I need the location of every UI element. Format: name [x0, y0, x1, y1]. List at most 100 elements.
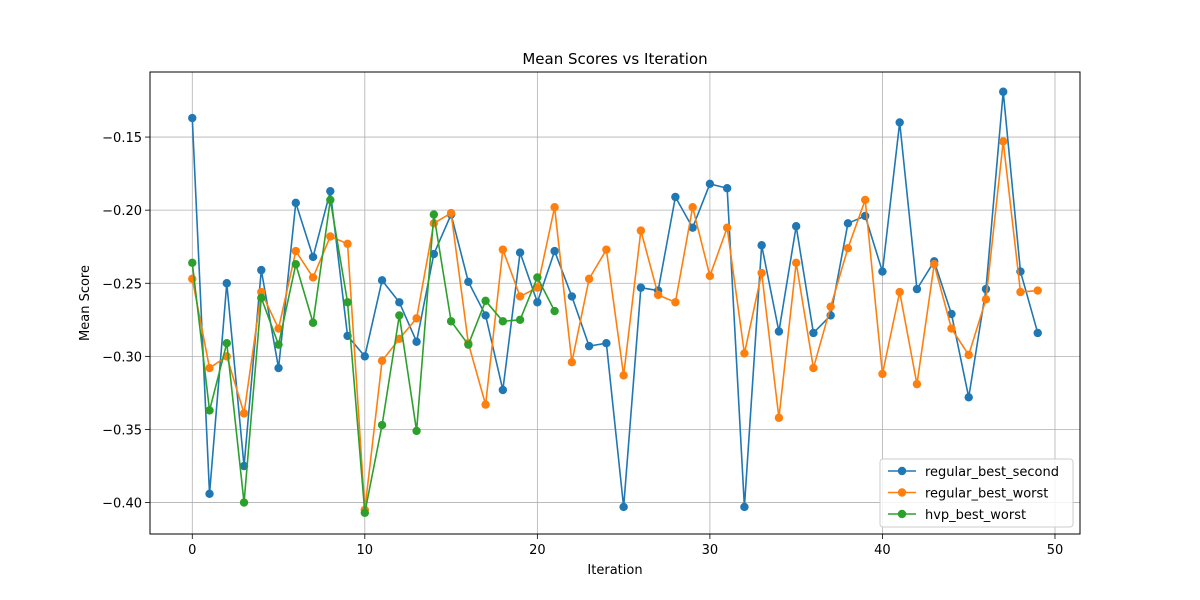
data-point-regular_best_worst	[705, 271, 715, 281]
data-point-regular_best_worst	[1016, 287, 1025, 297]
data-point-regular_best_second	[791, 222, 801, 231]
legend-label: regular_best_second	[925, 465, 1059, 480]
data-point-hvp_best_worst	[395, 311, 404, 320]
series-line-hvp_best_worst	[191, 199, 556, 514]
y-axis-label: Mean Score	[78, 265, 93, 341]
data-point-regular_best_worst	[809, 363, 818, 373]
data-point-hvp_best_worst	[498, 317, 508, 326]
data-point-regular_best_worst	[567, 358, 577, 367]
data-point-regular_best_second	[636, 283, 646, 292]
x-tick-label: 20	[529, 543, 546, 558]
data-point-regular_best_second	[308, 252, 318, 262]
data-point-regular_best_second	[671, 192, 680, 202]
data-point-hvp_best_worst	[222, 339, 231, 348]
data-point-regular_best_second	[533, 298, 542, 307]
data-point-regular_best_second	[550, 246, 559, 256]
data-point-regular_best_worst	[930, 260, 939, 269]
axis-ticks: 0 10 20 30 40 50 −0.40 −0.35 −0.30 −0.25 −0.20 −0.1…	[102, 131, 1063, 558]
data-point-regular_best_worst	[498, 245, 508, 254]
data-point-regular_best_second	[481, 311, 490, 320]
data-point-regular_best_worst	[291, 246, 300, 256]
data-point-regular_best_worst	[757, 268, 766, 278]
data-point-regular_best_second	[964, 393, 973, 402]
data-point-regular_best_second	[377, 276, 387, 285]
data-point-regular_best_second	[619, 502, 628, 512]
data-point-regular_best_second	[809, 328, 818, 338]
y-tick-label: −0.20	[102, 204, 142, 219]
data-point-regular_best_second	[757, 241, 766, 250]
legend-marker	[897, 509, 907, 519]
data-point-regular_best_second	[291, 198, 300, 208]
legend-item: regular_best_second	[888, 465, 1059, 480]
data-point-hvp_best_worst	[326, 195, 335, 205]
data-point-regular_best_worst	[653, 290, 663, 300]
data-point-regular_best_worst	[774, 413, 784, 422]
data-point-regular_best_second	[878, 267, 887, 276]
data-point-regular_best_second	[999, 87, 1008, 96]
data-point-regular_best_second	[222, 279, 231, 288]
data-point-regular_best_second	[705, 179, 715, 189]
data-point-regular_best_second	[947, 309, 956, 319]
data-point-hvp_best_worst	[464, 340, 473, 349]
data-point-regular_best_worst	[999, 137, 1008, 146]
x-tick-label: 30	[702, 543, 719, 558]
chart-title: Mean Scores vs Iteration	[522, 50, 707, 68]
data-point-hvp_best_worst	[481, 296, 490, 306]
legend-marker	[897, 488, 907, 497]
legend-label: regular_best_worst	[925, 487, 1048, 502]
grid-lines	[150, 72, 1080, 534]
data-point-regular_best_second	[740, 502, 749, 512]
y-tick-label: −0.15	[102, 131, 142, 146]
data-point-regular_best_worst	[257, 287, 266, 297]
data-point-regular_best_worst	[843, 243, 853, 253]
data-point-regular_best_second	[567, 292, 577, 301]
data-point-hvp_best_worst	[377, 420, 387, 430]
data-point-hvp_best_worst	[533, 273, 542, 282]
data-point-regular_best_second	[722, 184, 732, 193]
data-point-regular_best_second	[1033, 328, 1042, 338]
data-point-regular_best_second	[515, 248, 525, 257]
legend-item: regular_best_worst	[888, 487, 1048, 502]
data-point-regular_best_worst	[981, 295, 991, 304]
series-regular_best_worst	[188, 137, 1042, 515]
data-point-hvp_best_worst	[205, 406, 214, 415]
series-hvp_best_worst	[188, 195, 559, 517]
data-point-regular_best_worst	[619, 371, 628, 380]
data-point-regular_best_worst	[671, 298, 680, 307]
x-tick-label: 10	[357, 543, 374, 558]
x-axis-label: Iteration	[587, 563, 642, 578]
data-point-regular_best_worst	[584, 274, 594, 284]
data-point-hvp_best_worst	[257, 293, 266, 303]
data-point-regular_best_worst	[602, 245, 611, 254]
data-point-regular_best_worst	[895, 287, 904, 297]
data-point-regular_best_second	[584, 341, 594, 351]
data-point-regular_best_worst	[326, 232, 335, 241]
data-point-regular_best_second	[464, 277, 473, 286]
y-tick-label: −0.40	[102, 497, 142, 512]
legend-label: hvp_best_worst	[925, 508, 1026, 523]
y-tick-label: −0.25	[102, 277, 142, 292]
data-point-hvp_best_worst	[239, 498, 249, 507]
data-point-regular_best_worst	[446, 208, 456, 218]
data-point-regular_best_worst	[947, 324, 956, 333]
data-point-hvp_best_worst	[291, 260, 300, 269]
series-line-regular_best_worst	[191, 140, 1038, 511]
data-point-hvp_best_worst	[308, 318, 318, 327]
y-tick-label: −0.35	[102, 423, 142, 438]
data-point-regular_best_second	[912, 284, 922, 294]
data-point-regular_best_second	[498, 385, 508, 395]
plot-area	[149, 71, 1081, 535]
data-point-regular_best_worst	[860, 195, 870, 205]
data-point-hvp_best_worst	[429, 210, 439, 219]
data-point-regular_best_worst	[1033, 286, 1042, 295]
data-point-regular_best_worst	[239, 409, 249, 418]
data-point-regular_best_second	[395, 298, 404, 307]
data-point-hvp_best_worst	[515, 315, 525, 325]
legend-box	[879, 458, 1074, 528]
data-point-regular_best_worst	[688, 203, 697, 212]
data-point-regular_best_worst	[550, 203, 559, 212]
data-point-hvp_best_worst	[274, 340, 283, 349]
data-point-hvp_best_worst	[188, 258, 197, 267]
data-point-regular_best_worst	[912, 379, 922, 389]
